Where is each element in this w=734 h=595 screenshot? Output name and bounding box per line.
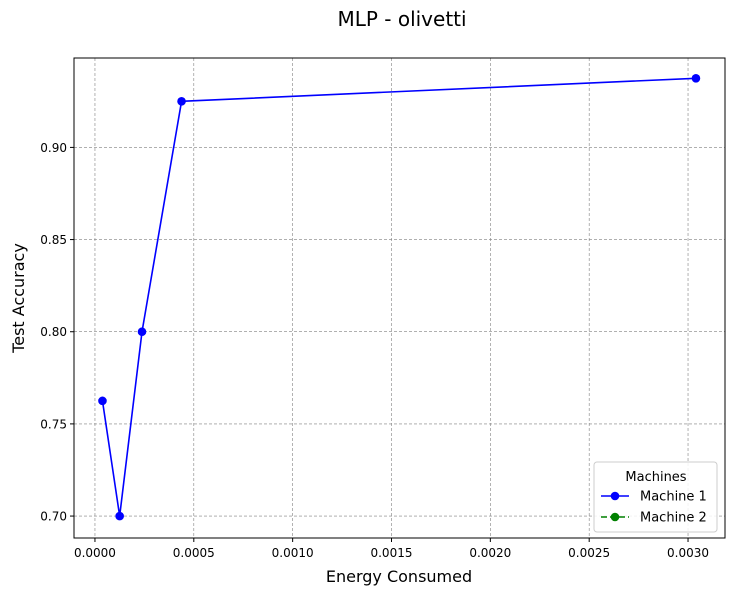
y-tick-label: 0.75 bbox=[40, 417, 67, 431]
y-axis-label: Test Accuracy bbox=[9, 243, 28, 354]
legend-marker bbox=[610, 512, 620, 522]
data-point bbox=[177, 97, 186, 106]
legend-box bbox=[593, 461, 718, 533]
y-tick-label: 0.70 bbox=[40, 510, 67, 524]
x-tick-label: 0.0030 bbox=[667, 546, 709, 560]
x-tick-label: 0.0000 bbox=[74, 546, 116, 560]
x-tick-label: 0.0005 bbox=[173, 546, 215, 560]
legend-title: Machines bbox=[625, 470, 686, 485]
data-point bbox=[98, 396, 107, 406]
y-tick-label: 0.85 bbox=[40, 233, 67, 247]
series-line bbox=[101, 77, 696, 517]
x-tick-label: 0.0025 bbox=[568, 546, 610, 560]
legend: Machines Machine 1 Machine 2 bbox=[593, 461, 718, 533]
legend-entries: Machine 1 Machine 2 bbox=[601, 490, 707, 526]
data-point bbox=[137, 327, 147, 337]
x-tick-label: 0.0010 bbox=[272, 546, 314, 560]
plot-frame bbox=[73, 57, 726, 539]
x-tick-label: 0.0015 bbox=[370, 546, 412, 560]
data-point bbox=[115, 511, 124, 521]
legend-marker bbox=[610, 491, 620, 501]
y-tick-label: 0.80 bbox=[40, 325, 67, 339]
data-point bbox=[691, 73, 701, 83]
grid bbox=[74, 58, 725, 538]
y-tick-label: 0.90 bbox=[40, 141, 67, 155]
legend-label: Machine 2 bbox=[640, 511, 707, 526]
x-tick-label: 0.0020 bbox=[469, 546, 511, 560]
legend-label: Machine 1 bbox=[640, 490, 707, 505]
chart-title: MLP - olivetti bbox=[337, 7, 466, 31]
x-axis-label: Energy Consumed bbox=[326, 567, 472, 586]
plot-series bbox=[98, 73, 701, 521]
axes: 0.0000 0.0005 0.0010 0.0015 0.0020 0.0025 0.00… bbox=[40, 141, 709, 560]
